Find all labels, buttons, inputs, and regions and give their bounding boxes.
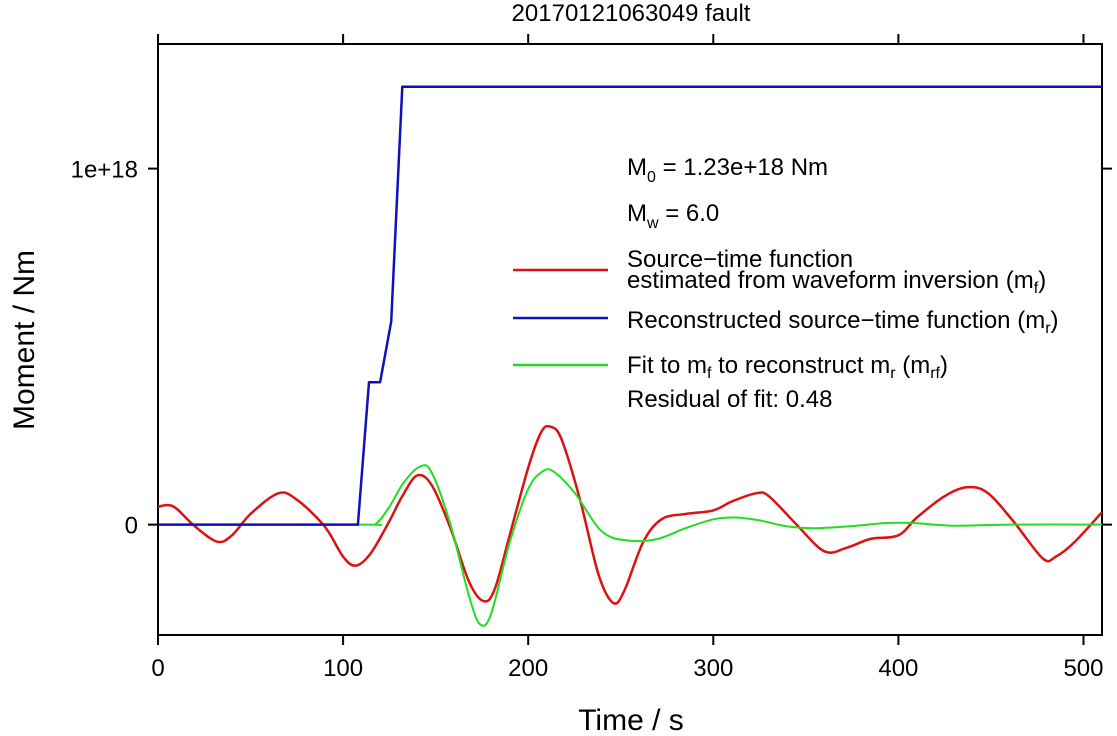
y-tick-label: 1e+18	[71, 157, 138, 184]
axis-ticks: 0 100 200 300 400 500 0 1e+18	[71, 34, 1112, 682]
x-tick-label: 300	[693, 655, 733, 682]
legend-label-reconstructed: Reconstructed source−time function (mr)	[627, 307, 1059, 337]
x-tick-label: 100	[323, 655, 363, 682]
legend-label-fit: Fit to mf to reconstruct mr (mrf)	[627, 352, 948, 382]
legend: Source−time function estimated from wave…	[513, 246, 1059, 413]
x-tick-label: 500	[1063, 655, 1103, 682]
chart-title: 20170121063049 fault	[512, 0, 751, 27]
x-tick-label: 200	[508, 655, 548, 682]
y-tick-label: 0	[125, 513, 138, 540]
y-axis-title: Moment / Nm	[8, 250, 41, 430]
series-line-reconstructed	[158, 85, 1102, 526]
series-line-fit	[157, 464, 1103, 627]
residual-annotation: Residual of fit: 0.48	[627, 386, 832, 413]
moment-magnitude-annotation: Mw = 6.0	[627, 200, 719, 232]
series-line-waveform	[157, 424, 1103, 605]
seismic-moment-annotation: M0 = 1.23e+18 Nm	[627, 154, 828, 186]
x-axis-title: Time / s	[578, 704, 684, 736]
legend-label-waveform-line2: estimated from waveform inversion (mf)	[627, 267, 1046, 297]
x-tick-label: 0	[151, 655, 164, 682]
plot-frame	[157, 43, 1103, 636]
x-tick-label: 400	[878, 655, 918, 682]
legend-label-waveform-line1: Source−time function	[627, 246, 853, 273]
series-group	[157, 85, 1103, 627]
